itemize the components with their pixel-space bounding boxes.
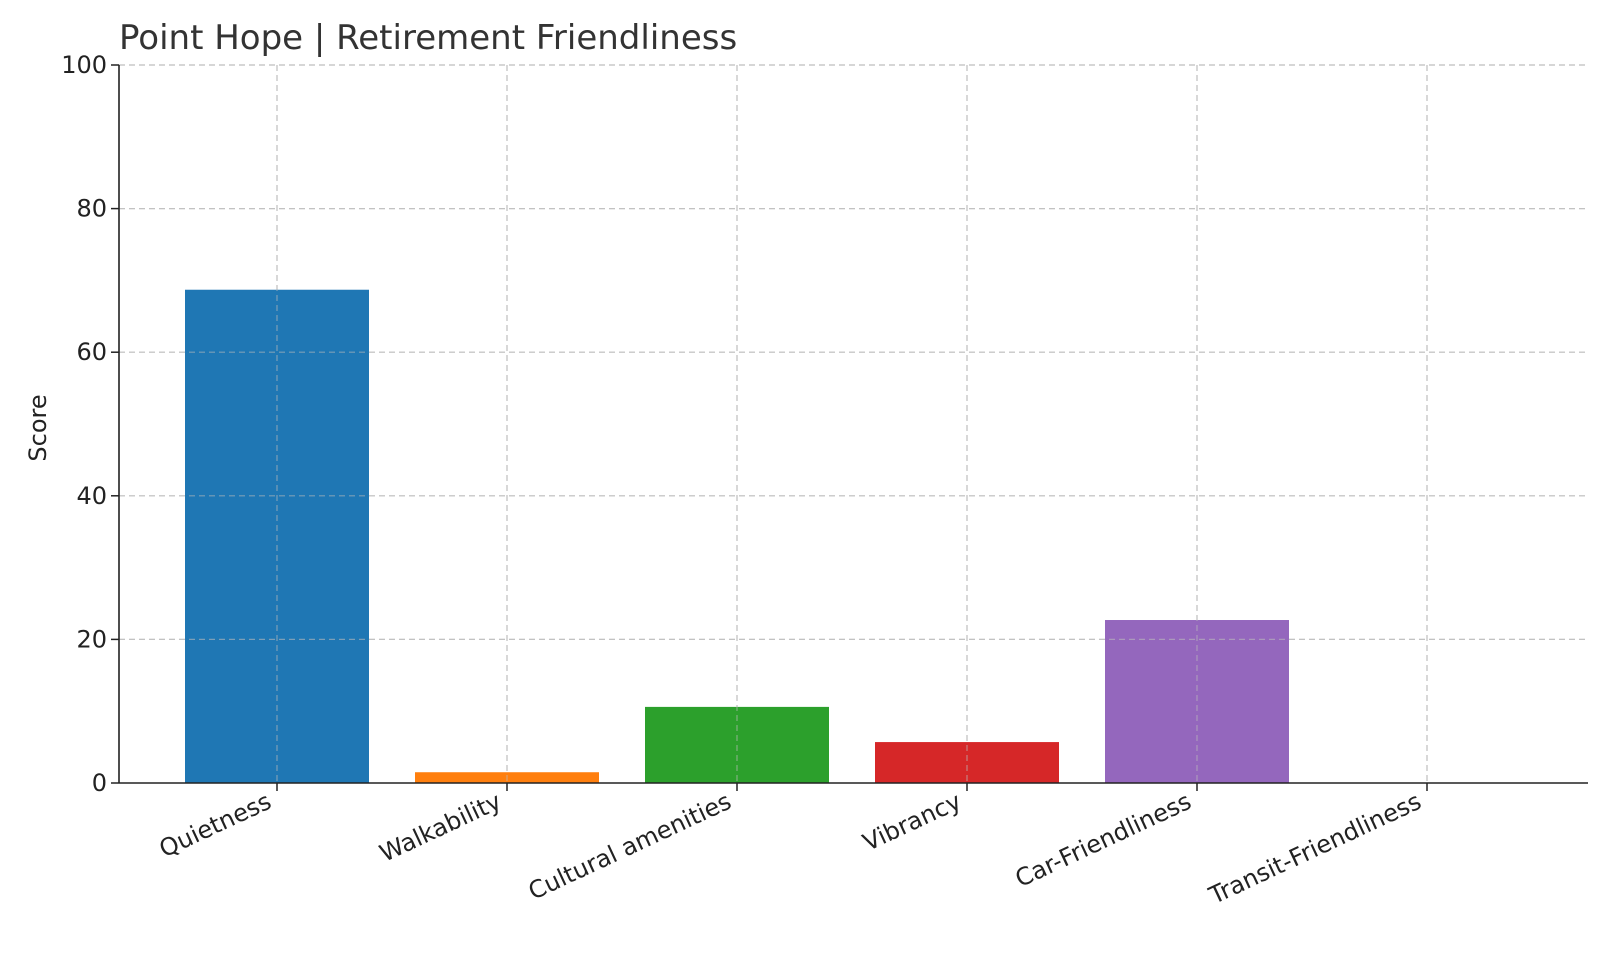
x-tick-labels: Quietness Walkability Cultural amenities Vi… (155, 787, 1426, 910)
x-tick-label: Walkability (375, 787, 505, 868)
axes (111, 64, 1588, 791)
y-tick-label: 80 (76, 195, 107, 223)
y-tick-label: 100 (61, 51, 107, 79)
y-tick-label: 40 (76, 482, 107, 510)
x-tick-label: Car-Friendliness (1011, 787, 1196, 893)
x-tick-label: Quietness (155, 787, 276, 863)
bars (119, 64, 1588, 783)
y-tick-label: 20 (76, 625, 107, 653)
x-tick-label: Transit-Friendliness (1204, 787, 1425, 910)
y-axis-label: Score (24, 394, 52, 461)
x-tick-label: Vibrancy (859, 787, 966, 857)
y-tick-label: 0 (92, 769, 107, 797)
y-tick-label: 60 (76, 338, 107, 366)
chart-title: Point Hope | Retirement Friendliness (119, 18, 738, 58)
y-tick-labels: 0 20 40 60 80 100 (61, 51, 107, 797)
x-tick-label: Cultural amenities (524, 787, 735, 905)
